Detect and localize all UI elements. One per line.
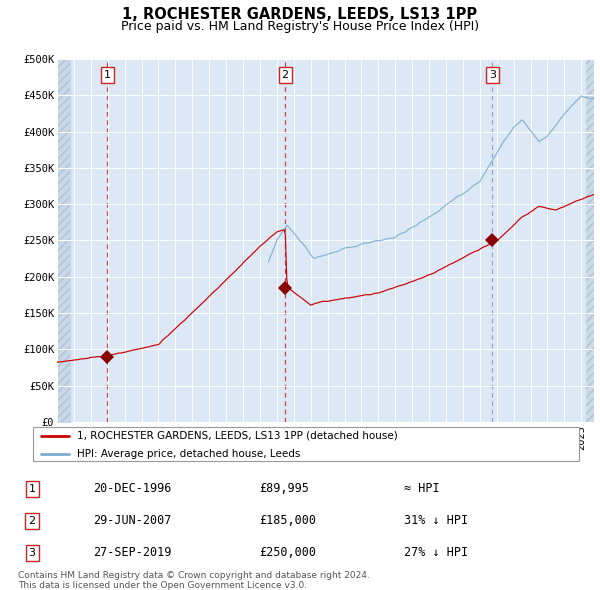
Text: £250,000: £250,000 [260,546,317,559]
Text: £89,995: £89,995 [260,482,310,496]
FancyBboxPatch shape [33,427,579,461]
Text: 1, ROCHESTER GARDENS, LEEDS, LS13 1PP: 1, ROCHESTER GARDENS, LEEDS, LS13 1PP [122,7,478,22]
Text: 3: 3 [489,70,496,80]
Bar [586,59,594,422]
Text: 1: 1 [104,70,111,80]
Text: ≈ HPI: ≈ HPI [404,482,439,496]
Text: 29-JUN-2007: 29-JUN-2007 [92,514,171,527]
Text: £185,000: £185,000 [260,514,317,527]
Text: Price paid vs. HM Land Registry's House Price Index (HPI): Price paid vs. HM Land Registry's House … [121,20,479,33]
Text: 31% ↓ HPI: 31% ↓ HPI [404,514,468,527]
Text: 2: 2 [281,70,289,80]
Text: HPI: Average price, detached house, Leeds: HPI: Average price, detached house, Leed… [77,448,300,458]
Bar [57,59,70,422]
Text: Contains HM Land Registry data © Crown copyright and database right 2024.
This d: Contains HM Land Registry data © Crown c… [18,571,370,590]
Text: 1, ROCHESTER GARDENS, LEEDS, LS13 1PP (detached house): 1, ROCHESTER GARDENS, LEEDS, LS13 1PP (d… [77,431,398,441]
Text: 2: 2 [29,516,36,526]
Text: 27-SEP-2019: 27-SEP-2019 [92,546,171,559]
Text: 1: 1 [29,484,35,494]
Text: 20-DEC-1996: 20-DEC-1996 [92,482,171,496]
Text: 27% ↓ HPI: 27% ↓ HPI [404,546,468,559]
Text: 3: 3 [29,548,35,558]
